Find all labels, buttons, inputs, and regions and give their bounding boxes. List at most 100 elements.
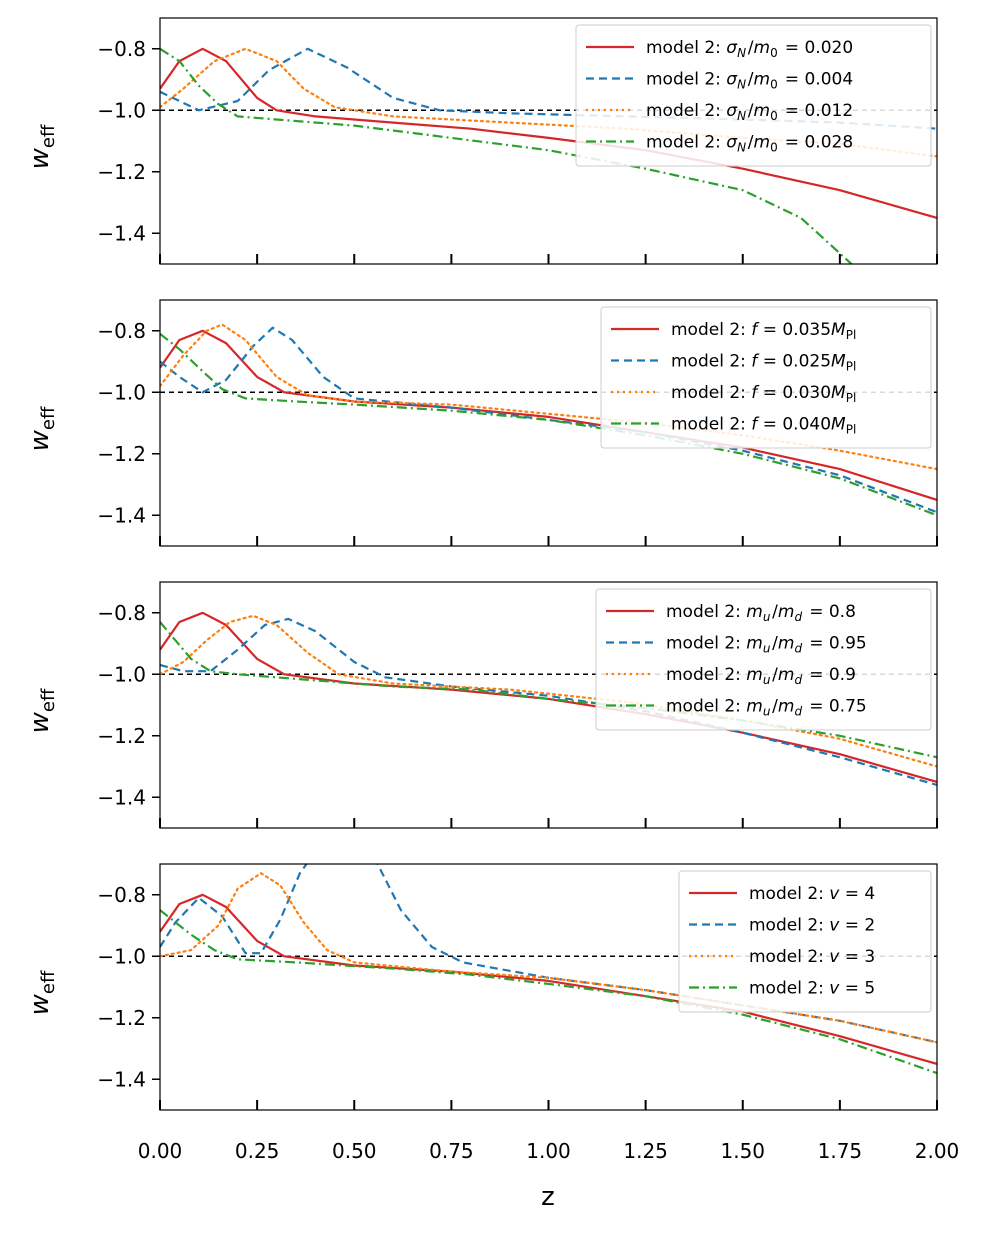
x-tick-label: 1.00 [526, 1139, 571, 1163]
legend-math-equals: = [804, 634, 829, 654]
legend-math-subscript: u [763, 610, 771, 624]
legend-math-subscript: 0 [770, 109, 778, 123]
legend-math-subscript: u [763, 642, 771, 656]
series-line-4 [160, 47, 853, 264]
legend-math-symbol: m [746, 602, 763, 622]
legend-math-subscript: N [737, 78, 746, 92]
legend-math-value: 5 [864, 979, 875, 999]
y-tick-label: −0.8 [97, 883, 146, 907]
y-tick-label: −0.8 [97, 319, 146, 343]
legend-math-slash: / [772, 602, 778, 622]
legend-label-4: model 2: σN /m0 = 0.028 [646, 133, 853, 155]
series-line-4 [160, 332, 937, 517]
legend-math-equals: = [779, 70, 804, 90]
legend-math-subscript: u [763, 705, 771, 719]
legend-math-symbol: M [831, 320, 846, 340]
legend-math-value: 0.040 [782, 415, 831, 435]
legend-math-value: 0.95 [829, 634, 867, 654]
legend-math-symbol: m [746, 697, 763, 717]
legend-label-prefix: model 2: [646, 133, 726, 153]
series-line-3 [160, 614, 937, 768]
legend-math-subscript: d [794, 673, 802, 687]
legend-math-equals: = [839, 947, 864, 967]
x-tick-label: 0.25 [235, 1139, 280, 1163]
legend-math-slash: / [748, 133, 754, 153]
legend-label-prefix: model 2: [749, 916, 829, 936]
legend-math-symbol: σ [726, 133, 738, 153]
x-tick-label: 1.75 [818, 1139, 863, 1163]
legend-math-value: 0.004 [804, 70, 853, 90]
legend-label-1: model 2: mu /md = 0.8 [666, 602, 856, 624]
legend-label-prefix: model 2: [646, 70, 726, 90]
legend-math-subscript: N [737, 109, 746, 123]
legend-math-symbol: v [829, 979, 840, 999]
legend-box [600, 306, 932, 449]
y-axis-label-main: w [25, 429, 55, 451]
y-axis-label-main: w [25, 711, 55, 733]
legend-math-equals: = [779, 101, 804, 121]
legend-label-prefix: model 2: [666, 602, 746, 622]
legend-label-prefix: model 2: [666, 697, 746, 717]
legend-label-prefix: model 2: [646, 101, 726, 121]
y-axis-label-subscript: eff [38, 406, 59, 430]
legend-math-equals: = [757, 352, 782, 372]
legend-label-prefix: model 2: [666, 634, 746, 654]
legend-label-3: model 2: mu /md = 0.9 [666, 665, 856, 687]
legend-label-2: model 2: f = 0.025MPl [671, 352, 856, 374]
legend-math-symbol: m [778, 697, 795, 717]
legend-math-symbol: m [778, 665, 795, 685]
y-tick-label: −1.4 [97, 1067, 146, 1091]
legend-label-2: model 2: v = 2 [749, 916, 875, 936]
y-axis-label-subscript: eff [38, 970, 59, 994]
y-tick-label: −1.0 [97, 98, 146, 122]
legend-math-symbol: m [778, 634, 795, 654]
x-axis-label: z [541, 1182, 555, 1212]
y-axis-label-main: w [25, 993, 55, 1015]
y-axis-label: weff [25, 688, 59, 733]
x-tick-label: 0.75 [429, 1139, 474, 1163]
y-tick-label: −0.8 [97, 601, 146, 625]
legend-math-value: 0.9 [829, 665, 856, 685]
legend-math-value: 0.035 [782, 320, 831, 340]
y-tick-label: −1.2 [97, 724, 146, 748]
legend-math-equals: = [839, 884, 864, 904]
legend-math-symbol: M [831, 352, 846, 372]
legend-math-equals: = [757, 320, 782, 340]
legend-label-prefix: model 2: [671, 352, 751, 372]
legend-math-value: 0.030 [782, 383, 831, 403]
y-axis-label-subscript: eff [38, 124, 59, 148]
legend-label-3: model 2: σN /m0 = 0.012 [646, 101, 853, 123]
legend-label-prefix: model 2: [646, 38, 726, 58]
legend-label-2: model 2: mu /md = 0.95 [666, 634, 867, 656]
legend-math-equals: = [757, 383, 782, 403]
legend-math-symbol: f [751, 383, 760, 403]
legend-math-subscript: Pl [846, 423, 857, 437]
legend-math-symbol: M [831, 415, 846, 435]
legend-label-prefix: model 2: [666, 665, 746, 685]
legend-math-symbol: v [829, 884, 840, 904]
legend-math-value: 0.8 [829, 602, 856, 622]
legend-math-symbol: m [746, 665, 763, 685]
y-tick-label: −1.4 [97, 503, 146, 527]
legend-math-value: 0.75 [829, 697, 867, 717]
legend-label-prefix: model 2: [671, 320, 751, 340]
y-tick-label: −1.2 [97, 1006, 146, 1030]
legend-math-value: 0.020 [804, 38, 853, 58]
legend-math-subscript: d [794, 705, 802, 719]
legend-math-symbol: σ [726, 101, 738, 121]
series-line-3 [160, 47, 937, 158]
legend-math-value: 0.025 [782, 352, 831, 372]
x-tick-label: 2.00 [915, 1139, 960, 1163]
legend-math-equals: = [779, 38, 804, 58]
legend-math-symbol: m [754, 38, 771, 58]
legend-math-equals: = [804, 602, 829, 622]
legend-math-symbol: f [751, 320, 760, 340]
y-axis-label-main: w [25, 147, 55, 169]
